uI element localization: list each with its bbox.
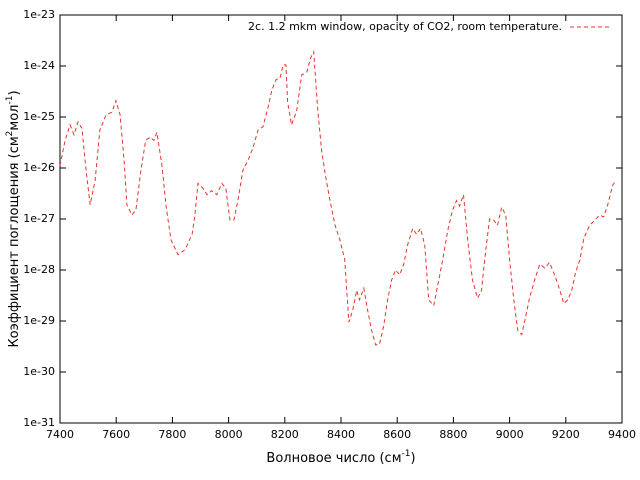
x-tick-label: 8200: [271, 428, 299, 441]
y-tick-label: 1e-28: [23, 263, 55, 276]
x-axis-label-sup: -1: [402, 449, 411, 459]
y-axis-label-sup: 2: [5, 131, 15, 137]
y-tick-label: 1e-26: [23, 161, 55, 174]
y-tick-label: 1e-29: [23, 314, 55, 327]
y-tick-label: 1e-23: [23, 8, 55, 21]
x-tick-label: 9200: [552, 428, 580, 441]
y-tick-label: 1e-27: [23, 212, 55, 225]
y-axis-label: Коэффициент поглощения (см2мол-1): [5, 90, 22, 347]
x-tick-label: 8600: [383, 428, 411, 441]
x-tick-label: 8000: [215, 428, 243, 441]
x-tick-label: 7800: [158, 428, 186, 441]
x-axis-label-part: Волновое число (см: [266, 451, 401, 466]
legend-label: 2c. 1.2 mkm window, opacity of CO2, room…: [248, 20, 562, 33]
y-tick-label: 1e-31: [23, 416, 55, 429]
x-tick-label: 9400: [608, 428, 636, 441]
data-line: [59, 49, 617, 346]
y-tick-label: 1e-25: [23, 110, 55, 123]
plot-frame: [59, 14, 623, 424]
y-axis-label-part: мол: [7, 105, 22, 131]
x-tick-label: 7600: [102, 428, 130, 441]
x-axis-label-part: ): [410, 451, 415, 466]
x-tick-label: 8400: [327, 428, 355, 441]
x-tick-label: 9000: [496, 428, 524, 441]
y-tick-label: 1e-24: [23, 59, 55, 72]
y-axis-label-sup: -1: [5, 96, 15, 105]
y-axis-label-part: Коэффициент поглощения (см: [7, 136, 22, 347]
y-tick-label: 1e-30: [23, 365, 55, 378]
x-axis-label: Волновое число (см-1): [266, 449, 415, 466]
y-axis-label-part: ): [7, 90, 22, 95]
x-tick-label: 7400: [46, 428, 74, 441]
x-tick-label: 8800: [439, 428, 467, 441]
